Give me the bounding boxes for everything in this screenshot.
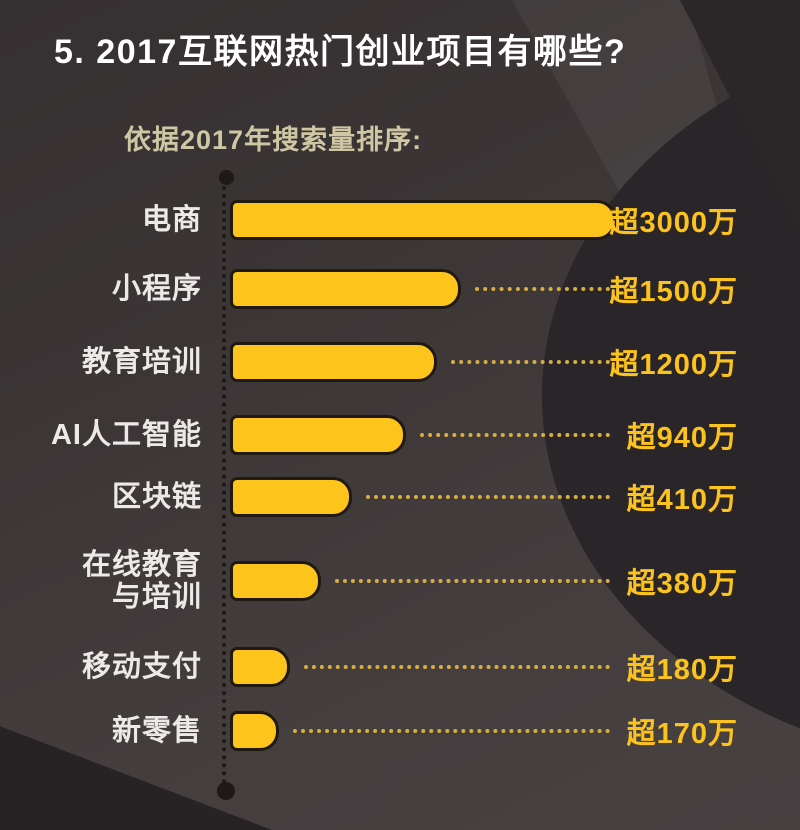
value-label: 超170万: [626, 718, 738, 750]
dotted-leader: [475, 287, 610, 291]
value-label: 超180万: [626, 654, 738, 686]
dotted-leader: [366, 495, 610, 499]
value-label: 超1200万: [609, 349, 738, 381]
value-label: 超380万: [626, 568, 738, 600]
value-label: 超1500万: [609, 276, 738, 308]
category-label-line2: 与培训: [111, 581, 202, 613]
page-title: 5. 2017互联网热门创业项目有哪些?: [54, 33, 627, 71]
category-label: 移动支付: [81, 651, 202, 683]
bar: [230, 477, 352, 517]
axis-dotted-line: [222, 186, 226, 784]
chart-subtitle: 依据2017年搜索量排序:: [124, 125, 423, 155]
category-label: 小程序: [111, 273, 202, 305]
category-label: 在线教育 与培训: [81, 549, 202, 613]
bar: [230, 561, 321, 601]
category-label: 电商: [141, 204, 202, 236]
axis-endpoint-dot-bottom: [217, 782, 235, 800]
dotted-leader: [420, 433, 610, 437]
value-label: 超940万: [626, 422, 738, 454]
dotted-leader: [304, 665, 610, 669]
category-label: 新零售: [111, 715, 202, 747]
bar: [230, 269, 461, 309]
value-label: 超3000万: [609, 207, 738, 239]
dotted-leader: [293, 729, 610, 733]
dotted-leader: [335, 579, 610, 583]
bar: [230, 200, 616, 240]
bar: [230, 647, 290, 687]
category-label: 教育培训: [81, 346, 202, 378]
dotted-leader: [451, 360, 610, 364]
bar: [230, 415, 406, 455]
category-label: 区块链: [111, 481, 202, 513]
value-label: 超410万: [626, 484, 738, 516]
axis-endpoint-dot-top: [219, 170, 234, 185]
bar: [230, 342, 437, 382]
category-label: AI人工智能: [50, 419, 202, 451]
bar: [230, 711, 279, 751]
